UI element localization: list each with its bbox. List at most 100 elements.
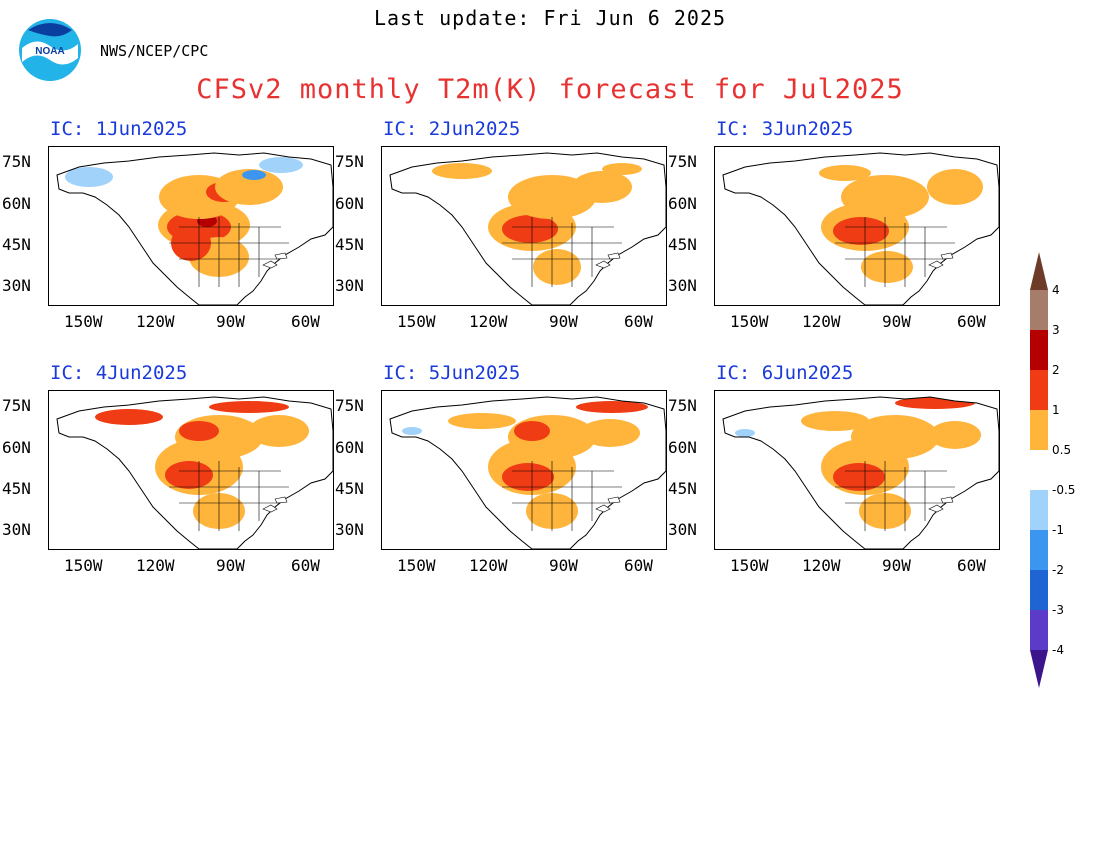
forecast-map [48, 390, 334, 550]
colorbar-segment [1030, 610, 1048, 650]
longitude-label: 90W [216, 556, 245, 575]
colorbar-arrow-top [1030, 252, 1048, 290]
colorbar-segment [1030, 490, 1048, 530]
longitude-label: 120W [136, 312, 175, 331]
longitude-label: 120W [802, 556, 841, 575]
longitude-label: 90W [216, 312, 245, 331]
longitude-label: 150W [397, 556, 436, 575]
longitude-label: 90W [549, 556, 578, 575]
anomaly-region [502, 463, 554, 491]
state-borders [169, 217, 289, 287]
latitude-label: 75N [668, 152, 697, 171]
panel-ic-label: IC: 2Jun2025 [383, 118, 521, 140]
latitude-label: 60N [335, 438, 364, 457]
coastline [722, 396, 999, 549]
anomaly-region [819, 165, 871, 181]
anomaly-region [402, 427, 422, 435]
colorbar-segment [1030, 570, 1048, 610]
latitude-label: 30N [335, 520, 364, 539]
coastline [56, 396, 333, 549]
great-lakes [928, 252, 954, 269]
coastline [389, 396, 666, 549]
page-title: CFSv2 monthly T2m(K) forecast for Jul202… [196, 74, 904, 105]
anomaly-region [502, 215, 558, 243]
panel-ic-label: IC: 1Jun2025 [50, 118, 188, 140]
longitude-label: 150W [730, 312, 769, 331]
forecast-map [48, 146, 334, 306]
state-borders [835, 217, 955, 287]
latitude-label: 75N [668, 396, 697, 415]
longitude-label: 150W [730, 556, 769, 575]
anomaly-region [242, 170, 266, 180]
anomaly-region [249, 415, 309, 447]
anomaly-region [576, 401, 648, 413]
longitude-label: 120W [802, 312, 841, 331]
latitude-label: 30N [2, 276, 31, 295]
anomaly-region [929, 421, 981, 449]
forecast-panel-2: IC: 2Jun2025 [381, 118, 711, 348]
great-lakes [262, 496, 288, 513]
colorbar-label: -4 [1052, 643, 1064, 657]
colorbar-label: 1 [1052, 403, 1060, 417]
anomaly-region [572, 171, 632, 203]
anomaly-region [833, 463, 885, 491]
anomaly-region [209, 401, 289, 413]
svg-text:NOAA: NOAA [35, 46, 64, 57]
state-borders [502, 217, 622, 287]
colorbar-label: -2 [1052, 563, 1064, 577]
panel-ic-label: IC: 3Jun2025 [716, 118, 854, 140]
anomaly-region [65, 167, 113, 187]
anomaly-region [448, 413, 516, 429]
anomaly-region [215, 169, 283, 205]
coastline [389, 152, 666, 305]
anomaly-region [735, 429, 755, 437]
color-scale-legend: 4 3 2 1 0.5 -0.5 -1 -2 -3 -4 [1030, 252, 1075, 688]
last-update-text: Last update: Fri Jun 6 2025 [373, 6, 727, 30]
longitude-label: 90W [549, 312, 578, 331]
latitude-label: 60N [668, 194, 697, 213]
longitude-label: 60W [291, 312, 320, 331]
longitude-label: 120W [469, 556, 508, 575]
great-lakes [595, 252, 621, 269]
panel-ic-label: IC: 4Jun2025 [50, 362, 188, 384]
latitude-label: 60N [335, 194, 364, 213]
latitude-label: 30N [668, 276, 697, 295]
longitude-label: 150W [64, 312, 103, 331]
latitude-label: 60N [2, 438, 31, 457]
state-borders [835, 461, 955, 531]
forecast-map [714, 390, 1000, 550]
forecast-panel-1: IC: 1Jun2025 [48, 118, 378, 348]
anomaly-region [259, 157, 303, 173]
forecast-panel-6: IC: 6Jun2025 [714, 362, 1044, 592]
forecast-map [714, 146, 1000, 306]
colorbar-label: -1 [1052, 523, 1064, 537]
anomaly-region [841, 175, 929, 219]
longitude-label: 120W [136, 556, 175, 575]
colorbar-segment [1030, 330, 1048, 370]
forecast-panel-5: IC: 5Jun2025 [381, 362, 711, 592]
longitude-label: 90W [882, 556, 911, 575]
anomaly-region [851, 415, 939, 459]
coastline [722, 152, 999, 305]
longitude-label: 60W [624, 556, 653, 575]
agency-label: NWS/NCEP/CPC [100, 42, 209, 60]
anomaly-region [179, 421, 219, 441]
great-lakes [595, 496, 621, 513]
anomaly-region [514, 421, 550, 441]
longitude-label: 60W [957, 556, 986, 575]
colorbar-segment [1030, 530, 1048, 570]
colorbar-label: -3 [1052, 603, 1064, 617]
latitude-label: 30N [668, 520, 697, 539]
latitude-label: 30N [2, 520, 31, 539]
latitude-label: 45N [2, 235, 31, 254]
colorbar-label: 0.5 [1052, 443, 1071, 457]
colorbar-segment [1030, 370, 1048, 410]
panel-ic-label: IC: 5Jun2025 [383, 362, 521, 384]
colorbar-segment [1030, 450, 1048, 490]
colorbar-label: 4 [1052, 283, 1060, 297]
colorbar-label: 2 [1052, 363, 1060, 377]
colorbar-label: -0.5 [1052, 483, 1075, 497]
latitude-label: 75N [335, 396, 364, 415]
anomaly-region [833, 217, 889, 245]
latitude-label: 45N [2, 479, 31, 498]
